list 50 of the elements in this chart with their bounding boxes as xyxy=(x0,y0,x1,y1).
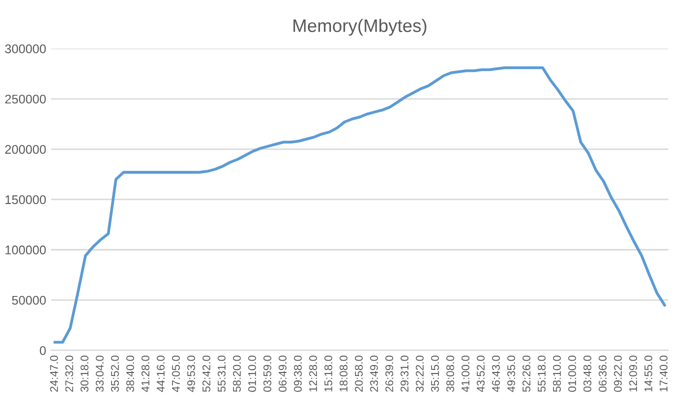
y-tick-label: 0 xyxy=(40,346,46,355)
x-tick-label: 09:38.0 xyxy=(294,356,302,392)
x-tick-label: 35:15.0 xyxy=(431,356,439,392)
x-tick-label: 15:18.0 xyxy=(324,356,332,392)
x-tick-label: 12:28.0 xyxy=(309,356,318,392)
x-tick-label: 17:40.0 xyxy=(660,356,668,392)
x-tick-label: 06:49.0 xyxy=(278,356,287,392)
x-tick-label: 30:18.0 xyxy=(80,356,88,392)
y-tick-label: 150000 xyxy=(6,195,46,204)
x-tick-label: 14:55.0 xyxy=(644,356,652,392)
x-tick-label: 27:32.0 xyxy=(65,356,74,392)
x-tick-label: 26:39.0 xyxy=(385,356,394,392)
x-tick-label: 01:00.0 xyxy=(568,356,576,392)
x-tick-label: 52:42.0 xyxy=(202,356,210,392)
line-series xyxy=(54,66,666,344)
x-tick-label: 49:53.0 xyxy=(187,356,196,392)
x-tick-label: 58:20.0 xyxy=(232,356,241,392)
x-tick-label: 32:22.0 xyxy=(416,356,424,392)
x-tick-label: 55:31.0 xyxy=(218,356,226,392)
x-tick-label: 23:49.0 xyxy=(370,356,378,392)
y-tick-label: 50000 xyxy=(12,296,46,305)
x-tick-label: 43:52.0 xyxy=(476,356,485,392)
x-tick-label: 35:52.0 xyxy=(111,356,119,392)
x-tick-label: 47:05.0 xyxy=(172,356,180,392)
y-tick-label: 100000 xyxy=(6,246,46,254)
x-tick-label: 03:48.0 xyxy=(583,356,592,392)
chart-title: Memory(Mbytes) xyxy=(294,18,426,36)
x-tick-label: 29:31.0 xyxy=(400,356,408,392)
x-tick-label: 41:00.0 xyxy=(462,356,470,392)
y-tick-label: 300000 xyxy=(5,44,46,54)
x-tick-label: 44:16.0 xyxy=(156,356,165,392)
x-tick-label: 20:58.0 xyxy=(354,356,363,392)
x-tick-label: 09:22.0 xyxy=(614,356,622,392)
y-tick-label: 250000 xyxy=(5,94,46,104)
x-tick-label: 38:40.0 xyxy=(126,356,134,392)
x-tick-label: 49:35.0 xyxy=(507,356,516,392)
x-tick-label: 33:04.0 xyxy=(96,356,104,392)
x-tick-label: 58:10.0 xyxy=(552,356,561,392)
x-tick-label: 41:28.0 xyxy=(142,356,150,392)
x-tick-label: 46:43.0 xyxy=(492,356,500,392)
x-tick-label: 03:59.0 xyxy=(263,356,272,392)
x-tick-label: 24:47.0 xyxy=(50,356,58,392)
y-tick-label: 200000 xyxy=(5,144,46,154)
x-tick-label: 52:26.0 xyxy=(522,356,530,392)
x-tick-label: 06:36.0 xyxy=(598,356,607,392)
x-tick-label: 01:10.0 xyxy=(248,356,256,392)
x-tick-label: 38:08.0 xyxy=(446,356,454,392)
x-tick-label: 12:09.0 xyxy=(629,356,638,392)
x-tick-label: 55:18.0 xyxy=(538,356,546,392)
x-tick-label: 18:08.0 xyxy=(340,356,348,392)
